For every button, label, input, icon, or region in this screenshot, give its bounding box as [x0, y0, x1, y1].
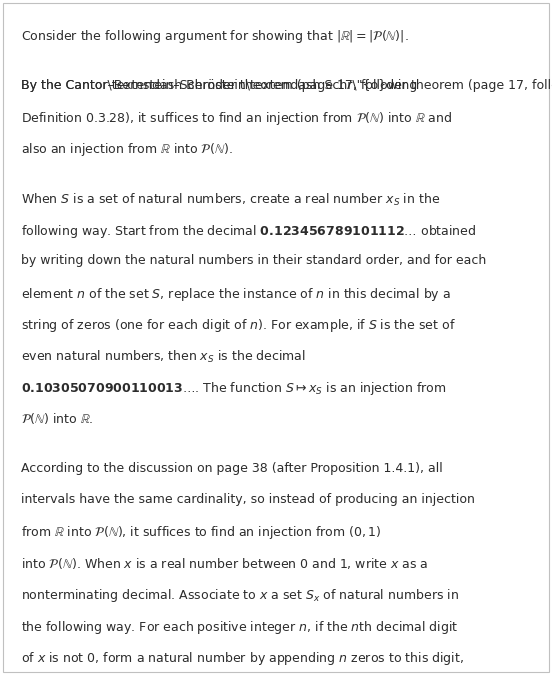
Text: by writing down the natural numbers in their standard order, and for each: by writing down the natural numbers in t… — [21, 254, 486, 267]
Text: the following way. For each positive integer $n$, if the $n$th decimal digit: the following way. For each positive int… — [21, 618, 458, 636]
Text: element $n$ of the set $S$, replace the instance of $n$ in this decimal by a: element $n$ of the set $S$, replace the … — [21, 286, 451, 303]
Text: $\mathcal{P}(\mathbb{N})$ into $\mathbb{R}$.: $\mathcal{P}(\mathbb{N})$ into $\mathbb{… — [21, 411, 93, 427]
FancyBboxPatch shape — [3, 3, 549, 672]
Text: also an injection from $\mathbb{R}$ into $\mathcal{P}(\mathbb{N})$.: also an injection from $\mathbb{R}$ into… — [21, 142, 233, 159]
Text: into $\mathcal{P}(\mathbb{N})$. When $x$ is a real number between $0$ and $1$, w: into $\mathcal{P}(\mathbb{N})$. When $x$… — [21, 556, 428, 571]
Text: of $x$ is not 0, form a natural number by appending $n$ zeros to this digit,: of $x$ is not 0, form a natural number b… — [21, 650, 464, 667]
Text: Definition 0.3.28), it suffices to find an injection from $\mathcal{P}(\mathbb{N: Definition 0.3.28), it suffices to find … — [21, 110, 452, 127]
Text: By the Cantor–Bernstein–Schröder theorem (page 17, following: By the Cantor–Bernstein–Schröder theorem… — [21, 79, 417, 92]
Text: $\mathbf{0.10305070900110013}\ldots$. The function $S \mapsto x_S$ is an injecti: $\mathbf{0.10305070900110013}\ldots$. Th… — [21, 380, 447, 397]
Text: following way. Start from the decimal $\mathbf{0.123456789101112}\ldots$ obtaine: following way. Start from the decimal $\… — [21, 223, 476, 240]
Text: According to the discussion on page 38 (after Proposition 1.4.1), all: According to the discussion on page 38 (… — [21, 462, 443, 475]
Text: string of zeros (one for each digit of $n$). For example, if $S$ is the set of: string of zeros (one for each digit of $… — [21, 317, 456, 334]
Text: intervals have the same cardinality, so instead of producing an injection: intervals have the same cardinality, so … — [21, 493, 475, 506]
Text: nonterminating decimal. Associate to $x$ a set $S_x$ of natural numbers in: nonterminating decimal. Associate to $x$… — [21, 587, 459, 604]
Text: from $\mathbb{R}$ into $\mathcal{P}(\mathbb{N})$, it suffices to find an injecti: from $\mathbb{R}$ into $\mathcal{P}(\mat… — [21, 524, 381, 541]
Text: By the Cantor\textendash Bernstein\textendash Schr\"{o}der theorem (page 17, fol: By the Cantor\textendash Bernstein\texte… — [21, 79, 552, 92]
Text: Consider the following argument for showing that $|\mathbb{R}| = |\mathcal{P}(\m: Consider the following argument for show… — [21, 28, 408, 45]
Text: even natural numbers, then $x_S$ is the decimal: even natural numbers, then $x_S$ is the … — [21, 348, 306, 364]
Text: When $S$ is a set of natural numbers, create a real number $x_S$ in the: When $S$ is a set of natural numbers, cr… — [21, 192, 440, 208]
